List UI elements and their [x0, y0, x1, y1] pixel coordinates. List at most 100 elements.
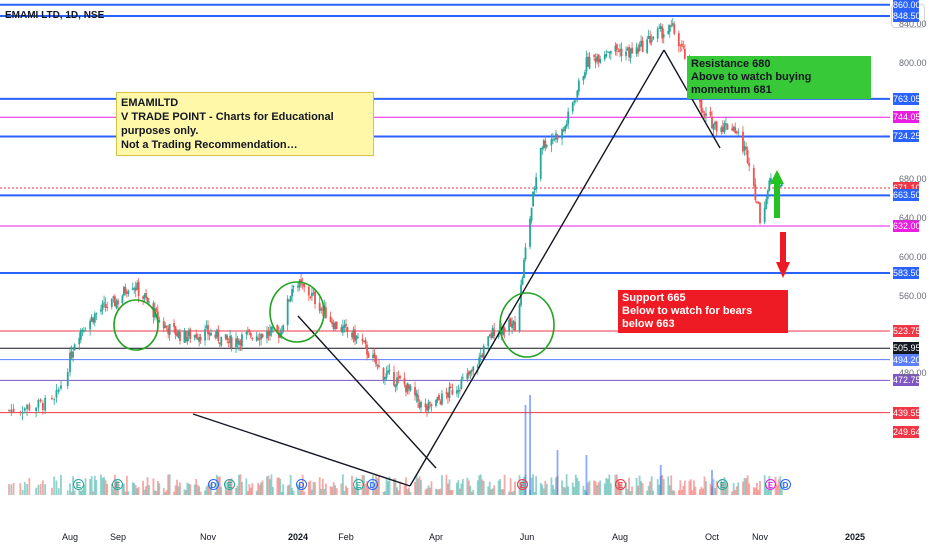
volume-bar [533, 491, 536, 495]
support-line: Support 665 [622, 292, 686, 304]
volume-bar [532, 474, 534, 495]
volume-bar [417, 478, 419, 495]
candle-body [176, 333, 178, 336]
candle-body [387, 370, 389, 374]
note-line: EMAMILTD [121, 97, 179, 109]
candle-body [127, 290, 130, 295]
volume-bar [403, 485, 406, 495]
candle-body [417, 394, 419, 402]
volume-bar [399, 481, 401, 495]
volume-bar [450, 490, 452, 495]
event-marker[interactable]: E [112, 479, 123, 490]
volume-bar [332, 482, 335, 495]
volume-bar [236, 485, 239, 495]
candle-body [143, 294, 146, 298]
candle-body [238, 340, 240, 345]
candle-body [544, 140, 547, 148]
volume-bar [196, 484, 199, 495]
volume-bar [297, 484, 299, 495]
candle-body [396, 377, 398, 386]
volume-bar [292, 490, 295, 495]
volume-bar [667, 476, 670, 495]
candle-body [355, 335, 358, 340]
price-level-tag: 860.00 [893, 0, 921, 11]
candle-body [438, 395, 440, 401]
candle-body [426, 405, 428, 411]
candle-body [523, 259, 525, 278]
volume-bar [455, 482, 458, 495]
candle-body [619, 49, 621, 52]
y-tick-label: 840.00 [899, 19, 927, 30]
volume-bar [447, 483, 449, 495]
price-level-tag: 848.50 [893, 9, 921, 22]
volume-bar [155, 491, 158, 495]
volume-bar [373, 487, 376, 495]
volume-bar [235, 487, 237, 495]
trendline-down-top [663, 49, 721, 149]
candle-body [529, 218, 531, 247]
candle-body [667, 30, 670, 34]
volume-bar [100, 474, 102, 495]
candle-body [742, 131, 744, 152]
event-marker[interactable]: E [765, 479, 776, 490]
candle-body [72, 351, 74, 358]
volume-bar [205, 486, 208, 495]
event-marker[interactable]: D [780, 479, 791, 490]
candle-body [481, 354, 484, 358]
event-marker[interactable]: D [296, 479, 307, 490]
volume-bar [145, 485, 147, 495]
event-marker[interactable]: E [717, 479, 728, 490]
candle-body [671, 23, 674, 26]
candle-body [174, 326, 177, 335]
volume-bar [248, 484, 251, 495]
candle-body [246, 331, 249, 333]
event-marker[interactable]: D [367, 479, 378, 490]
event-marker[interactable]: E [353, 479, 364, 490]
volume-bar [705, 481, 707, 495]
candle-body [373, 353, 376, 358]
volume-bar [164, 491, 167, 495]
volume-bar [83, 484, 85, 495]
event-marker[interactable]: E [224, 479, 235, 490]
candle-body [146, 297, 149, 303]
candle-body [584, 72, 586, 78]
candle-body [125, 292, 128, 294]
event-marker[interactable]: E [517, 479, 528, 490]
candle-body [646, 39, 649, 53]
candle-body [530, 207, 533, 221]
volume-bar [405, 477, 407, 495]
volume-bar [594, 481, 597, 495]
event-marker[interactable]: D [208, 479, 219, 490]
support-note: Support 665 Below to watch for bears bel… [618, 290, 788, 333]
candle-body [635, 47, 638, 55]
candle-body [735, 131, 738, 133]
candle-body [131, 288, 134, 291]
volume-bar [238, 474, 240, 495]
candle-body [19, 411, 22, 413]
candle-body [712, 123, 715, 130]
volume-bar [493, 485, 496, 495]
candle-body [720, 127, 723, 132]
candle-body [445, 392, 448, 394]
candle-body [117, 300, 119, 305]
candle-body [173, 323, 175, 327]
volume-bar [683, 480, 686, 495]
bearish-arrow [776, 232, 790, 278]
event-marker[interactable]: E [73, 479, 84, 490]
volume-bar [8, 484, 10, 495]
volume-bar [23, 482, 26, 495]
candle-body [406, 383, 409, 392]
volume-bar [503, 474, 506, 495]
candle-body [647, 35, 650, 39]
volume-bar [78, 489, 81, 495]
candle-body [725, 123, 727, 125]
event-marker[interactable]: E [615, 479, 626, 490]
volume-bar [673, 490, 676, 495]
volume-bar [461, 479, 464, 495]
candle-body [599, 59, 602, 63]
volume-bar [625, 482, 627, 495]
volume-bar [593, 480, 595, 495]
candle-body [451, 389, 454, 395]
volume-bar [415, 474, 418, 495]
